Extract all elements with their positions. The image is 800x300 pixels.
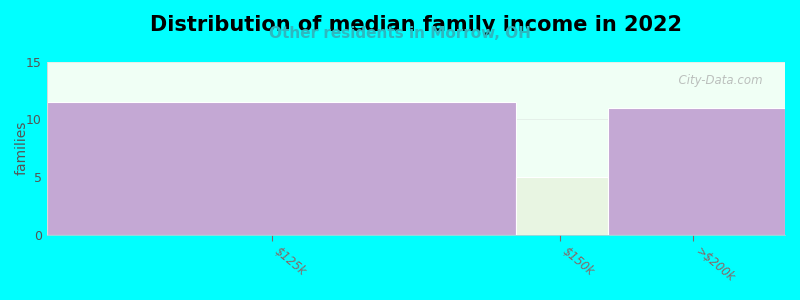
Y-axis label: families: families — [15, 121, 29, 175]
Text: City-Data.com: City-Data.com — [671, 74, 763, 87]
Bar — [608, 108, 785, 235]
Text: Other residents in Morrow, OH: Other residents in Morrow, OH — [269, 26, 531, 40]
Bar — [47, 102, 515, 235]
Title: Distribution of median family income in 2022: Distribution of median family income in … — [150, 15, 682, 35]
Bar — [515, 177, 608, 235]
